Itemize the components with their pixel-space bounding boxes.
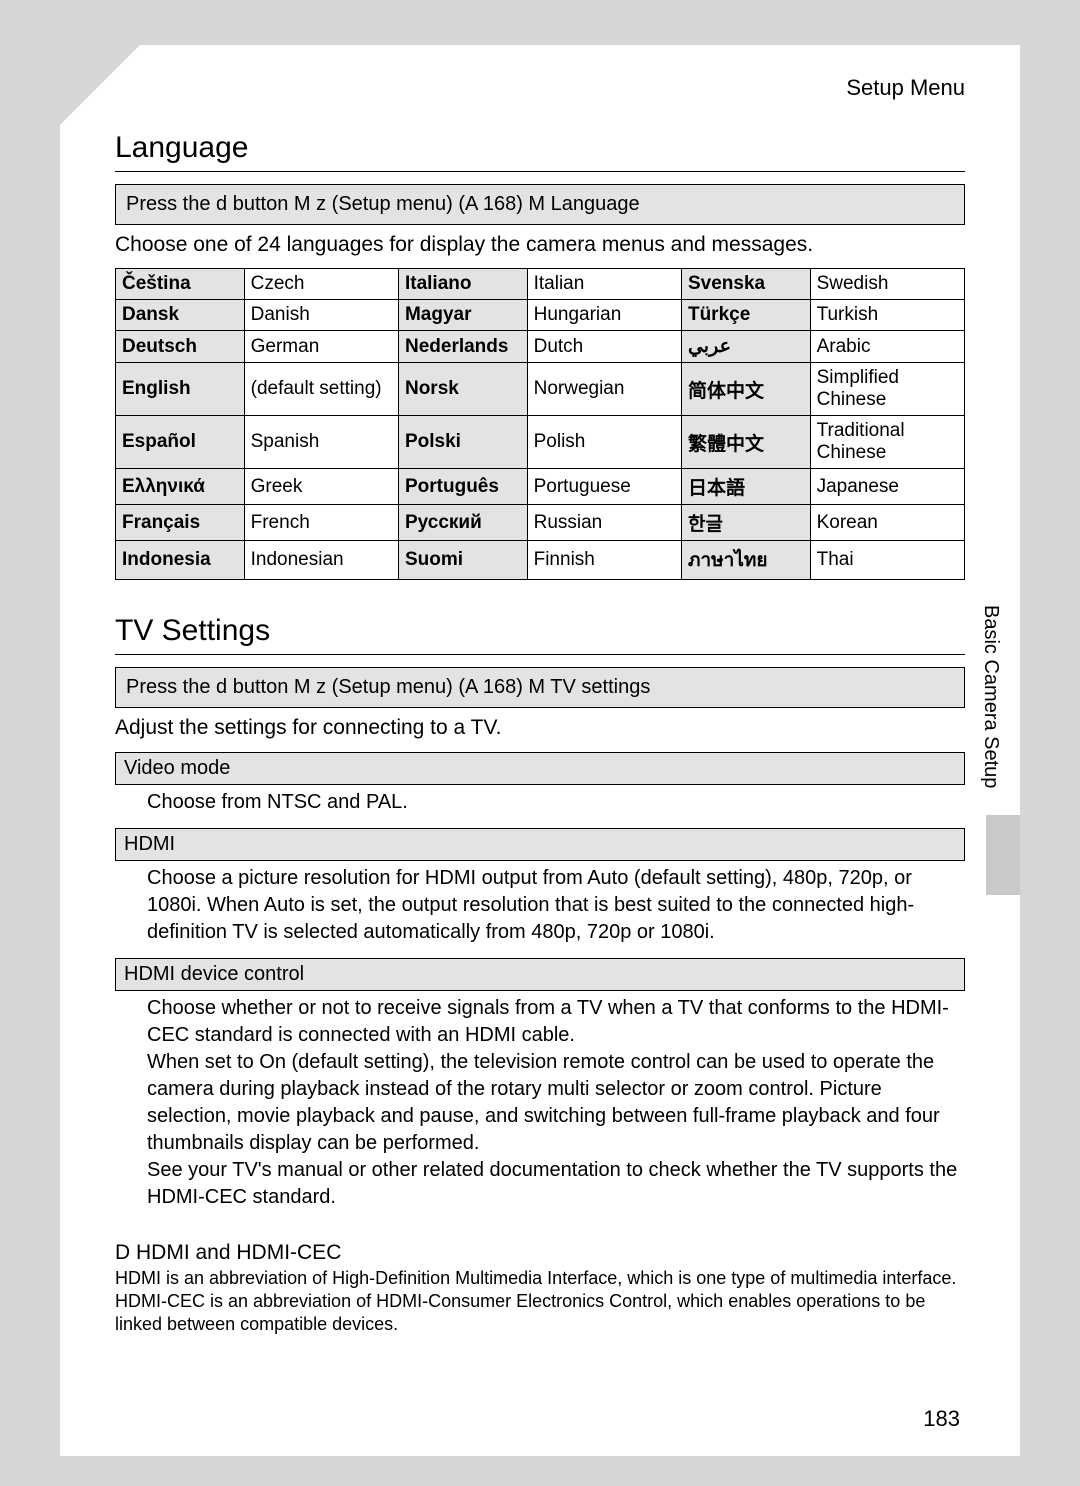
lang-native: 日本語	[681, 469, 810, 505]
table-row: ČeštinaCzechItalianoItalianSvenskaSwedis…	[116, 269, 965, 300]
lang-native: ภาษาไทย	[681, 541, 810, 580]
lang-english: Norwegian	[527, 363, 681, 416]
lang-english: Indonesian	[244, 541, 398, 580]
lang-native: Indonesia	[116, 541, 245, 580]
manual-page: Setup Menu Language Press the d button M…	[60, 45, 1020, 1456]
side-tab	[986, 815, 1020, 895]
video-mode-heading: Video mode	[115, 752, 965, 785]
note-title: D HDMI and HDMI-CEC	[115, 1241, 965, 1265]
lang-native: Svenska	[681, 269, 810, 300]
lang-english: Danish	[244, 300, 398, 331]
language-nav: Press the d button M z (Setup menu) (A 1…	[115, 184, 965, 225]
lang-english: Finnish	[527, 541, 681, 580]
lang-english: Arabic	[810, 331, 964, 363]
lang-english: French	[244, 505, 398, 541]
tv-description: Adjust the settings for connecting to a …	[115, 714, 965, 741]
hdmi-ctrl-heading: HDMI device control	[115, 958, 965, 991]
side-label: Basic Camera Setup	[979, 605, 1002, 788]
lang-english: Dutch	[527, 331, 681, 363]
lang-native: Magyar	[398, 300, 527, 331]
language-title: Language	[115, 131, 965, 172]
note-body: HDMI is an abbreviation of High-Definiti…	[115, 1267, 965, 1337]
lang-native: Nederlands	[398, 331, 527, 363]
hdmi-ctrl-body: Choose whether or not to receive signals…	[115, 995, 965, 1223]
language-table: ČeštinaCzechItalianoItalianSvenskaSwedis…	[115, 268, 965, 580]
lang-native: Français	[116, 505, 245, 541]
lang-english: German	[244, 331, 398, 363]
tv-nav: Press the d button M z (Setup menu) (A 1…	[115, 667, 965, 708]
lang-native: Norsk	[398, 363, 527, 416]
lang-native: Polski	[398, 416, 527, 469]
video-mode-body: Choose from NTSC and PAL.	[115, 789, 965, 828]
lang-english: Hungarian	[527, 300, 681, 331]
table-row: English(default setting)NorskNorwegian简体…	[116, 363, 965, 416]
lang-english: Traditional Chinese	[810, 416, 964, 469]
lang-native: Ελληνικά	[116, 469, 245, 505]
lang-native: Türkçe	[681, 300, 810, 331]
lang-english: Portuguese	[527, 469, 681, 505]
table-row: IndonesiaIndonesianSuomiFinnishภาษาไทยTh…	[116, 541, 965, 580]
lang-english: Polish	[527, 416, 681, 469]
language-description: Choose one of 24 languages for display t…	[115, 231, 965, 258]
table-row: EspañolSpanishPolskiPolish繁體中文Traditiona…	[116, 416, 965, 469]
lang-native: English	[116, 363, 245, 416]
hdmi-heading: HDMI	[115, 828, 965, 861]
lang-english: Italian	[527, 269, 681, 300]
page-number: 183	[923, 1406, 960, 1432]
table-row: ΕλληνικάGreekPortuguêsPortuguese日本語Japan…	[116, 469, 965, 505]
lang-english: Russian	[527, 505, 681, 541]
tv-title: TV Settings	[115, 614, 965, 655]
header-section: Setup Menu	[115, 75, 965, 101]
lang-native: Español	[116, 416, 245, 469]
lang-native: Português	[398, 469, 527, 505]
lang-english: Simplified Chinese	[810, 363, 964, 416]
lang-english: Thai	[810, 541, 964, 580]
lang-native: Deutsch	[116, 331, 245, 363]
table-row: DeutschGermanNederlandsDutchعربيArabic	[116, 331, 965, 363]
lang-english: (default setting)	[244, 363, 398, 416]
lang-english: Greek	[244, 469, 398, 505]
lang-native: Suomi	[398, 541, 527, 580]
lang-english: Spanish	[244, 416, 398, 469]
lang-native: Italiano	[398, 269, 527, 300]
lang-native: Русский	[398, 505, 527, 541]
hdmi-body: Choose a picture resolution for HDMI out…	[115, 865, 965, 958]
lang-english: Turkish	[810, 300, 964, 331]
table-row: DanskDanishMagyarHungarianTürkçeTurkish	[116, 300, 965, 331]
lang-english: Korean	[810, 505, 964, 541]
lang-english: Czech	[244, 269, 398, 300]
lang-native: 한글	[681, 505, 810, 541]
lang-native: عربي	[681, 331, 810, 363]
table-row: FrançaisFrenchРусскийRussian한글Korean	[116, 505, 965, 541]
lang-native: Čeština	[116, 269, 245, 300]
lang-native: Dansk	[116, 300, 245, 331]
lang-native: 简体中文	[681, 363, 810, 416]
lang-english: Japanese	[810, 469, 964, 505]
lang-native: 繁體中文	[681, 416, 810, 469]
lang-english: Swedish	[810, 269, 964, 300]
